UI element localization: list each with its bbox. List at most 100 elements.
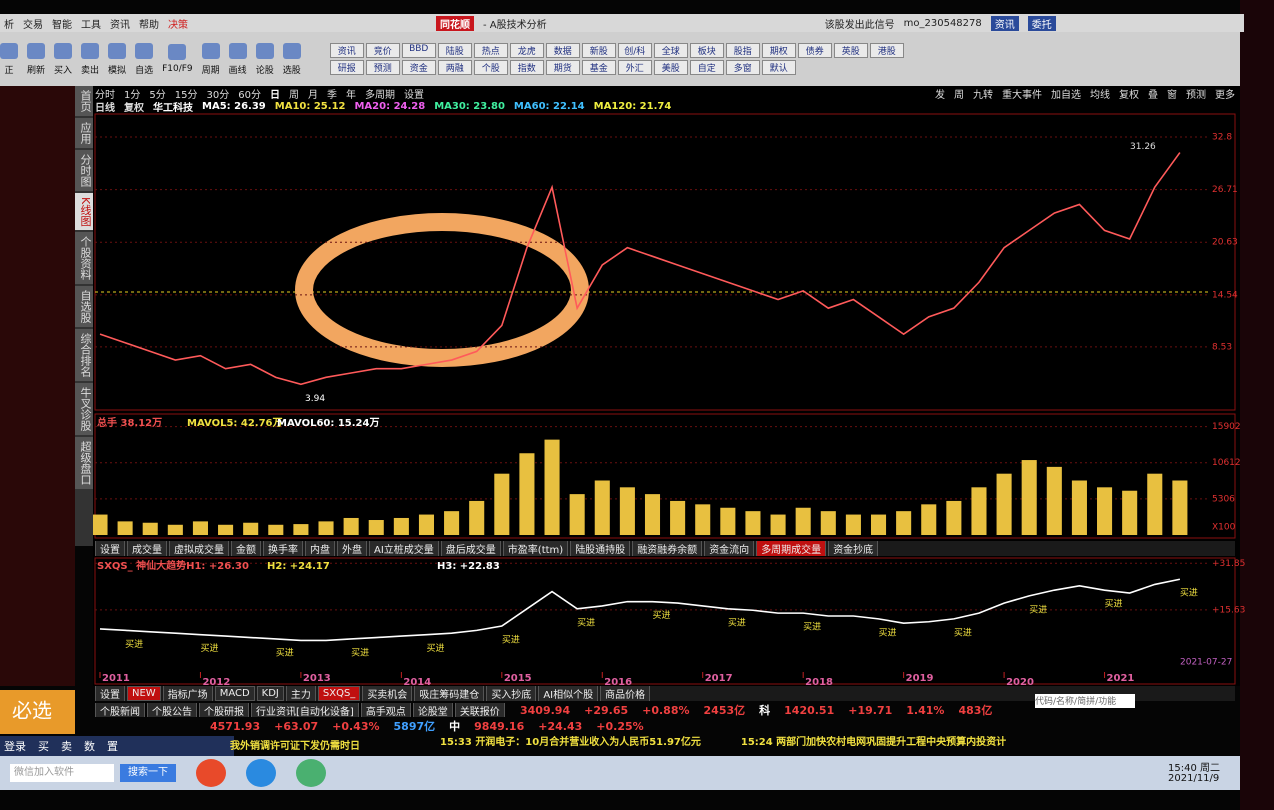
indicator-tab[interactable]: 主力 [286,686,316,701]
menu-item[interactable]: 交易 [23,16,43,31]
period-right-item[interactable]: 周 [954,87,964,100]
tool-button[interactable]: 模拟 [108,43,126,76]
grid-button[interactable]: 指数 [510,60,544,75]
tool-button[interactable]: 论股 [256,43,274,76]
menu-right-item[interactable]: 资讯 [991,16,1019,31]
side-tab[interactable]: 综合排名 [75,329,93,381]
app-icon[interactable] [246,759,276,787]
volume-tab[interactable]: 换手率 [263,541,303,556]
tool-button[interactable]: 买入 [54,43,72,76]
info-tab[interactable]: 个股新闻 [95,703,145,717]
volume-tab[interactable]: 虚拟成交量 [169,541,229,556]
volume-tab[interactable]: 设置 [95,541,125,556]
grid-button[interactable]: 个股 [474,60,508,75]
tool-button[interactable]: 正 [0,43,18,76]
period-right-item[interactable]: 均线 [1090,87,1110,100]
grid-button[interactable]: 创/科 [618,43,652,58]
period-right-item[interactable]: 发 [935,87,945,100]
grid-button[interactable]: 数据 [546,43,580,58]
indicator-tab[interactable]: 指标广场 [163,686,213,701]
period-item[interactable]: 季 [327,87,337,100]
grid-button[interactable]: 英股 [834,43,868,58]
search-box[interactable]: 微信加入软件 [10,764,114,782]
menu-item[interactable]: 工具 [81,16,101,31]
grid-button[interactable]: 研报 [330,60,364,75]
volume-tab[interactable]: 内盘 [305,541,335,556]
period-right-item[interactable]: 更多 [1215,87,1235,100]
grid-button[interactable]: 陆股 [438,43,472,58]
tool-button[interactable]: 画线 [229,43,247,76]
tool-button[interactable]: 选股 [283,43,301,76]
period-right-item[interactable]: 九转 [973,87,993,100]
menu-item[interactable]: 资讯 [110,16,130,31]
period-item[interactable]: 5分 [149,87,165,100]
period-item[interactable]: 多周期 [365,87,395,100]
grid-button[interactable]: 期货 [546,60,580,75]
period-item[interactable]: 年 [346,87,356,100]
tool-button[interactable]: 周期 [202,43,220,76]
grid-button[interactable]: 基金 [582,60,616,75]
menu-right-item[interactable]: mo_230548278 [904,18,982,29]
volume-tab[interactable]: 资金抄底 [828,541,878,556]
period-item[interactable]: 1分 [124,87,140,100]
period-item[interactable]: 30分 [206,87,229,100]
trade-button[interactable]: 登录 [4,738,26,754]
volume-tab[interactable]: AI立桩成交量 [369,541,439,556]
menu-item[interactable]: 析 [4,16,14,31]
side-tab[interactable]: 首页 [75,86,93,116]
info-tab[interactable]: 个股研报 [199,703,249,717]
period-right-item[interactable]: 叠 [1148,87,1158,100]
period-item[interactable]: 设置 [404,87,424,100]
grid-button[interactable]: 竞价 [366,43,400,58]
grid-button[interactable]: 美股 [654,60,688,75]
grid-button[interactable]: 自定 [690,60,724,75]
grid-button[interactable]: 预测 [366,60,400,75]
grid-button[interactable]: BBD [402,43,436,58]
volume-tab[interactable]: 融资融券余额 [632,541,702,556]
side-tab[interactable]: 应用 [75,118,93,148]
info-tab[interactable]: 关联报价 [455,703,505,717]
grid-button[interactable]: 股指 [726,43,760,58]
menu-item[interactable]: 决策 [168,16,188,31]
grid-button[interactable]: 期权 [762,43,796,58]
grid-button[interactable]: 全球 [654,43,688,58]
indicator-tab[interactable]: 买卖机会 [362,686,412,701]
indicator-tab[interactable]: 吸庄筹码建仓 [414,686,484,701]
tool-button[interactable]: 刷新 [27,43,45,76]
grid-button[interactable]: 多窗 [726,60,760,75]
grid-button[interactable]: 新股 [582,43,616,58]
grid-button[interactable]: 热点 [474,43,508,58]
indicator-tab[interactable]: MACD [215,686,255,701]
volume-tab[interactable]: 陆股通持股 [570,541,630,556]
period-item[interactable]: 60分 [238,87,261,100]
menu-item[interactable]: 帮助 [139,16,159,31]
grid-button[interactable]: 板块 [690,43,724,58]
info-tab[interactable]: 个股公告 [147,703,197,717]
side-tab[interactable]: 超级盘口 [75,437,93,489]
side-tab[interactable]: 个股资料 [75,232,93,284]
trade-button[interactable]: 置 [107,738,118,754]
period-right-item[interactable]: 加自选 [1051,87,1081,100]
tool-button[interactable]: 卖出 [81,43,99,76]
period-item[interactable]: 周 [289,87,299,100]
indicator-tab[interactable]: SXQS_ [318,686,360,701]
volume-tab[interactable]: 多周期成交量 [756,541,826,556]
side-tab[interactable]: 自选股 [75,286,93,327]
side-tab[interactable]: 牛叉诊股 [75,383,93,435]
trade-button[interactable]: 卖 [61,738,72,754]
side-tab[interactable]: 分时图 [75,150,93,191]
grid-button[interactable]: 资金 [402,60,436,75]
indicator-tab[interactable]: 商品价格 [600,686,650,701]
trade-button[interactable]: 数 [84,738,95,754]
period-right-item[interactable]: 重大事件 [1002,87,1042,100]
grid-button[interactable]: 龙虎 [510,43,544,58]
menu-item[interactable]: 智能 [52,16,72,31]
indicator-tab[interactable]: NEW [127,686,161,701]
side-tab[interactable]: K线图 [75,193,93,230]
menu-right-item[interactable]: 该股发出此信号 [825,16,895,31]
period-right-item[interactable]: 复权 [1119,87,1139,100]
period-item[interactable]: 15分 [175,87,198,100]
menu-right-item[interactable]: 委托 [1028,16,1056,31]
tool-button[interactable]: F10/F9 [162,44,193,74]
volume-tab[interactable]: 盘后成交量 [441,541,501,556]
